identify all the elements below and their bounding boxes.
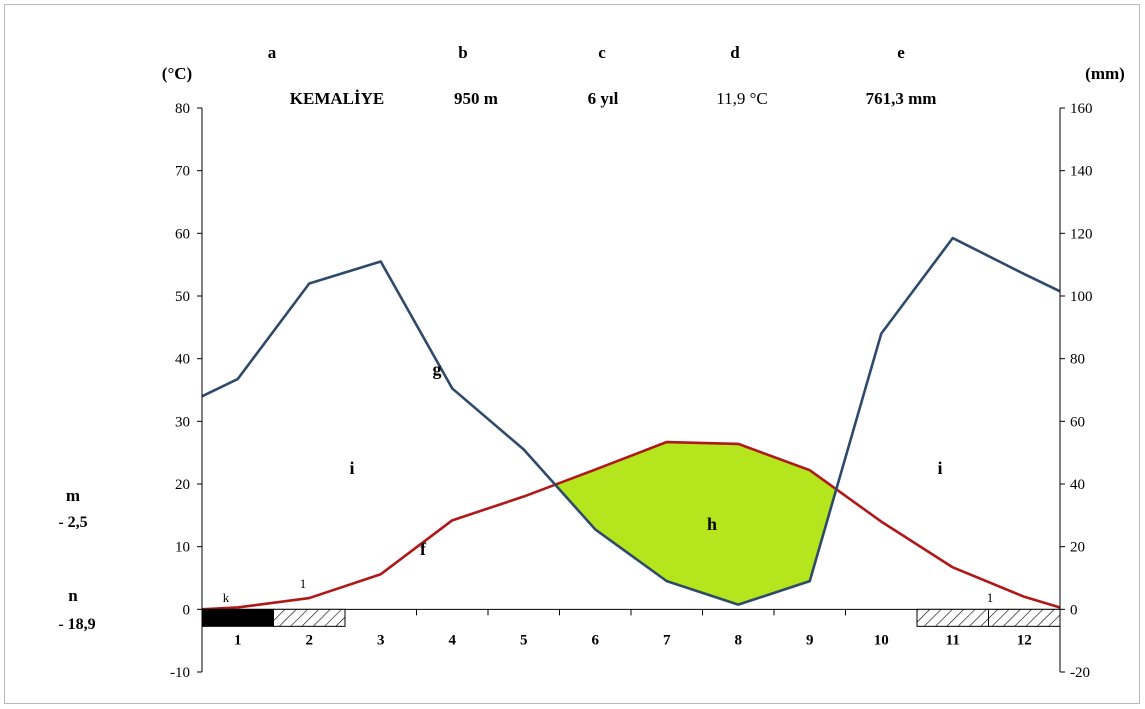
- min-mean-value: - 2,5: [58, 514, 87, 531]
- probable-frost-label-right: 1: [987, 590, 994, 605]
- right-axis-unit: (mm): [1085, 64, 1125, 83]
- month-label: 7: [663, 632, 671, 648]
- right-axis-tick-label: 100: [1070, 289, 1093, 305]
- header-letter-b: b: [458, 43, 467, 62]
- dry-area-label-right: i: [937, 458, 942, 478]
- month-label: 6: [592, 632, 600, 648]
- station-name: KEMALİYE: [290, 89, 384, 108]
- header-letter-a: a: [268, 43, 277, 62]
- month-label: 4: [449, 632, 457, 648]
- right-axis-tick-label: 80: [1070, 352, 1085, 368]
- right-axis-tick-label: -20: [1070, 665, 1090, 681]
- probable-frost-bar: [916, 608, 989, 627]
- left-axis-tick-label: 70: [175, 164, 190, 180]
- precipitation-curve: [201, 236, 1061, 606]
- total-precipitation: 761,3 mm: [866, 89, 937, 108]
- temperature-curve: [201, 440, 1061, 611]
- probable-frost-label-left: 1: [300, 576, 307, 591]
- probable-frost-bar: [988, 608, 1061, 627]
- mean-temperature: 11,9 °C: [716, 89, 768, 108]
- absolute-min-value: - 18,9: [58, 616, 95, 633]
- left-axis-tick-label: 30: [175, 414, 190, 430]
- chart-frame: [4, 4, 1140, 704]
- month-label: 1: [234, 632, 242, 648]
- min-mean-label: m: [66, 486, 80, 505]
- right-axis-tick-label: 0: [1070, 602, 1078, 618]
- left-axis-tick-label: 20: [175, 477, 190, 493]
- month-label: 3: [377, 632, 385, 648]
- right-axis-tick-label: 40: [1070, 477, 1085, 493]
- left-axis-tick-label: 60: [175, 226, 190, 242]
- month-label: 8: [735, 632, 743, 648]
- left-axis-tick-label: 10: [175, 540, 190, 556]
- month-label: 12: [1017, 632, 1032, 648]
- right-axis-tick-label: 120: [1070, 226, 1093, 242]
- header-letter-c: c: [598, 43, 606, 62]
- station-elevation: 950 m: [454, 89, 498, 108]
- left-axis-tick-label: 40: [175, 352, 190, 368]
- left-axis-tick-label: 50: [175, 289, 190, 305]
- left-axis-unit: (°C): [162, 64, 192, 83]
- month-label: 5: [520, 632, 528, 648]
- right-axis-tick-label: 140: [1070, 164, 1093, 180]
- sure-frost-label: k: [223, 590, 230, 605]
- month-label: 9: [806, 632, 814, 648]
- left-axis-tick-label: 80: [175, 101, 190, 117]
- left-axis-tick-label: -10: [170, 665, 190, 681]
- precipitation-curve-label: g: [433, 359, 442, 379]
- month-label: 11: [946, 632, 960, 648]
- humid-area-label: h: [707, 514, 717, 534]
- right-axis-tick-label: 60: [1070, 414, 1085, 430]
- sure-frost-bar: [201, 608, 274, 627]
- absolute-min-label: n: [68, 586, 78, 605]
- observation-period: 6 yıl: [588, 89, 619, 108]
- header-letter-e: e: [897, 43, 905, 62]
- month-label: 2: [306, 632, 314, 648]
- humid-period-area: [556, 442, 836, 605]
- right-axis-tick-label: 160: [1070, 101, 1093, 117]
- dry-area-label-left: i: [349, 458, 354, 478]
- temperature-curve-label: f: [420, 539, 427, 559]
- header-letter-d: d: [730, 43, 740, 62]
- probable-frost-bar: [273, 608, 346, 627]
- right-axis-tick-label: 20: [1070, 540, 1085, 556]
- month-label: 10: [874, 632, 889, 648]
- left-axis-tick-label: 0: [183, 602, 191, 618]
